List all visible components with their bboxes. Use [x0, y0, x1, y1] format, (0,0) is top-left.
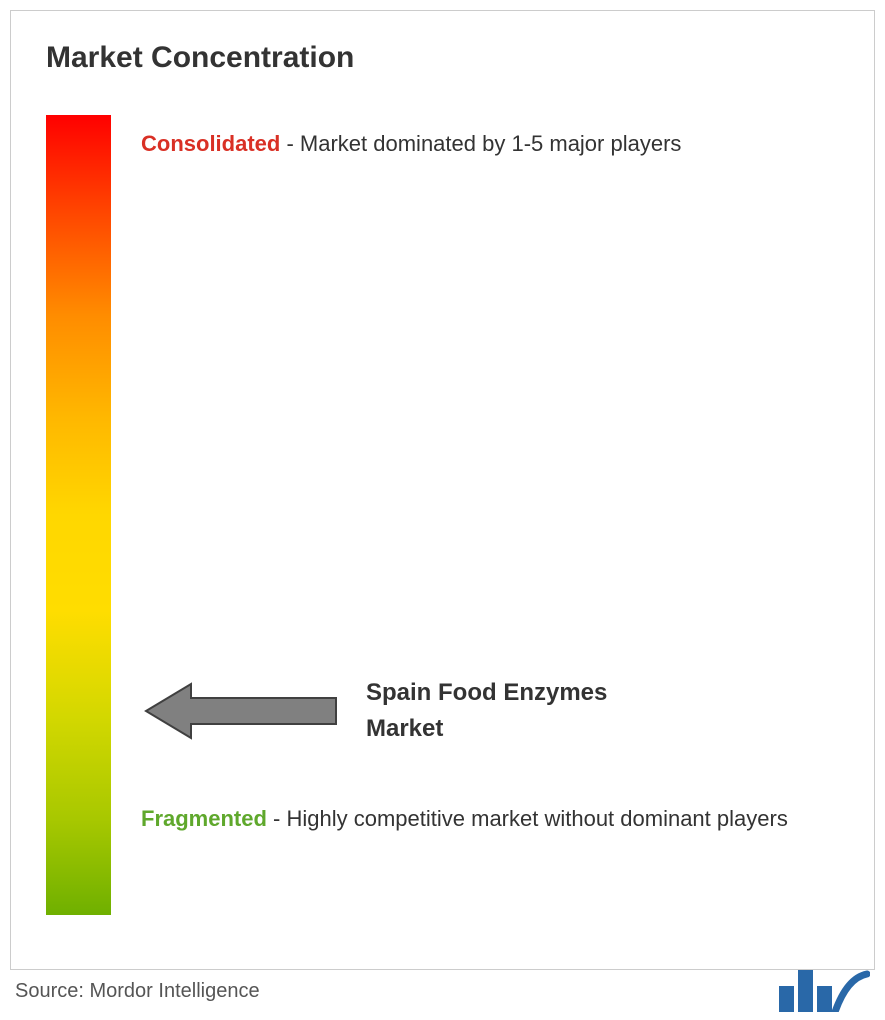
text-area: Consolidated - Market dominated by 1-5 m…	[141, 115, 839, 925]
logo-icon	[775, 970, 870, 1012]
consolidated-description: Consolidated - Market dominated by 1-5 m…	[141, 120, 819, 168]
fragmented-text: - Highly competitive market without domi…	[273, 806, 788, 831]
fragmented-label: Fragmented	[141, 806, 267, 831]
infographic-container: Market Concentration Consolidated - Mark…	[10, 10, 875, 970]
consolidated-label: Consolidated	[141, 131, 280, 156]
content-area: Consolidated - Market dominated by 1-5 m…	[46, 115, 839, 925]
title: Market Concentration	[46, 41, 839, 75]
source-text: Source: Mordor Intelligence	[15, 980, 260, 1003]
market-name: Spain Food Enzymes Market	[366, 675, 646, 747]
arrow-icon	[141, 676, 341, 746]
consolidated-text: - Market dominated by 1-5 major players	[286, 131, 681, 156]
footer: Source: Mordor Intelligence	[10, 970, 875, 1012]
concentration-gradient-bar	[46, 115, 111, 915]
market-indicator: Spain Food Enzymes Market	[141, 675, 646, 747]
fragmented-description: Fragmented - Highly competitive market w…	[141, 795, 819, 843]
